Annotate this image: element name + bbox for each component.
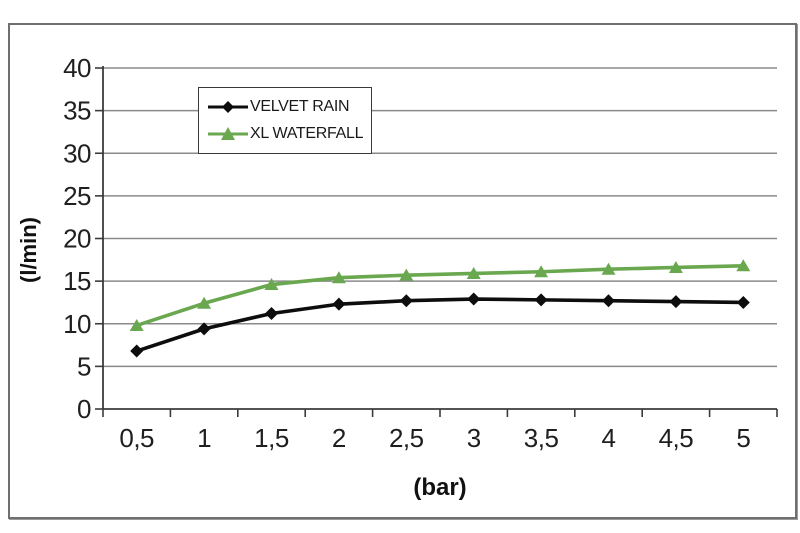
legend-label-velvet-rain: VELVET RAIN — [250, 98, 350, 116]
series-line-xl-waterfall — [136, 263, 744, 328]
data-point-velvet-rain — [332, 297, 346, 311]
diamond-marker-icon — [222, 101, 234, 114]
triangle-marker-icon — [221, 126, 235, 140]
data-point-velvet-rain — [534, 293, 548, 307]
data-point-velvet-rain — [602, 294, 615, 308]
x-tick-label: 2 — [332, 423, 346, 453]
data-point-velvet-rain — [467, 292, 481, 306]
x-tick-label: 2,5 — [389, 423, 424, 453]
x-tick-label: 1 — [197, 423, 211, 453]
data-point-xl-waterfall — [668, 260, 683, 273]
y-tick-label: 25 — [63, 181, 91, 211]
legend-label-xl-waterfall: XL WATERFALL — [250, 124, 364, 142]
data-point-xl-waterfall — [264, 278, 279, 291]
data-point-velvet-rain — [399, 294, 413, 308]
y-tick-label: 30 — [63, 138, 91, 168]
x-tick-label: 5 — [736, 423, 750, 453]
y-tick-label: 15 — [63, 266, 91, 296]
legend-item-xl-waterfall: XL WATERFALL — [207, 125, 365, 143]
data-point-xl-waterfall — [736, 259, 751, 272]
y-tick-label: 10 — [63, 309, 91, 339]
x-tick-label: 4 — [602, 423, 616, 453]
legend: VELVET RAIN XL WATERFALL — [198, 87, 372, 154]
y-tick-label: 5 — [77, 351, 91, 381]
data-point-xl-waterfall — [399, 268, 414, 281]
y-tick-label: 35 — [63, 96, 91, 126]
data-point-velvet-rain — [736, 295, 750, 309]
x-tick-label: 1,5 — [254, 423, 289, 453]
legend-item-velvet-rain: VELVET RAIN — [207, 98, 365, 116]
y-axis-title: (l/min) — [16, 217, 41, 283]
data-point-velvet-rain — [265, 307, 278, 321]
x-tick-label: 0,5 — [119, 423, 154, 453]
data-point-xl-waterfall — [466, 266, 481, 279]
y-tick-label: 20 — [63, 224, 91, 254]
data-point-xl-waterfall — [129, 318, 144, 331]
chart-frame — [8, 23, 797, 519]
data-point-xl-waterfall — [331, 271, 346, 284]
series-line-velvet-rain — [136, 297, 744, 353]
data-point-xl-waterfall — [601, 262, 616, 275]
velvet-rain-line-marker-icon — [208, 101, 248, 114]
x-tick-label: 3 — [467, 423, 481, 453]
data-point-velvet-rain — [197, 322, 211, 336]
x-tick-label: 3,5 — [524, 423, 559, 453]
data-point-xl-waterfall — [197, 296, 212, 309]
x-axis-title: (bar) — [413, 474, 467, 501]
y-tick-label: 0 — [77, 394, 91, 424]
xl-waterfall-line-marker-icon — [208, 126, 248, 140]
data-point-xl-waterfall — [534, 265, 549, 278]
x-tick-label: 4,5 — [659, 423, 694, 453]
data-point-velvet-rain — [669, 295, 683, 309]
data-point-velvet-rain — [130, 344, 144, 358]
y-tick-label: 40 — [63, 53, 91, 83]
